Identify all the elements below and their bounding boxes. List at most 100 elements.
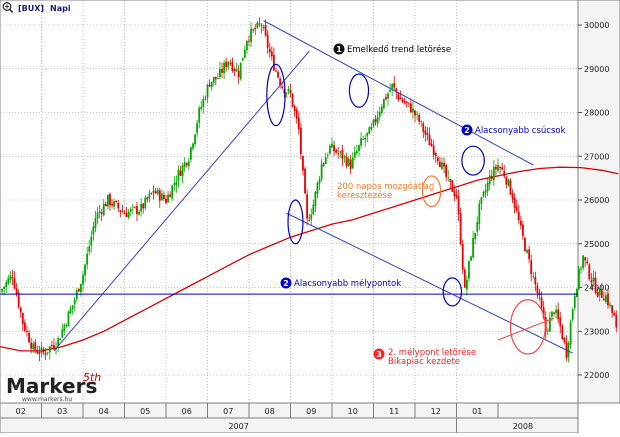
candle-body: [513, 197, 516, 208]
candle-body: [212, 77, 215, 83]
candle-body: [351, 157, 354, 169]
candle-body: [94, 218, 97, 229]
candle-body: [455, 194, 458, 198]
candle-body: [409, 103, 412, 113]
candle-body: [109, 194, 111, 206]
candle-body: [424, 130, 427, 135]
candle-body: [30, 342, 33, 349]
price-tick-label: 27000: [584, 152, 609, 161]
candle-body: [339, 151, 342, 153]
price-tick-label: 26000: [584, 196, 609, 205]
price-ticks: 30000 29000 28000 27000 26000 25000 24000 23000…: [578, 21, 609, 380]
month-tick-label: 09: [306, 407, 316, 416]
ticker-label: [BUX]: [18, 4, 44, 13]
candle-body: [221, 69, 223, 73]
candle-body: [596, 291, 599, 297]
candle-body: [578, 268, 580, 289]
candle-body: [341, 149, 344, 159]
candle-body: [488, 175, 491, 185]
annotation-badge: [373, 348, 385, 360]
candle-body: [9, 275, 12, 280]
candle-body: [465, 279, 468, 290]
annotation-text-line2: keresztezése: [337, 190, 392, 201]
candle-body: [289, 90, 292, 94]
candle-body: [34, 342, 37, 351]
candle-body: [594, 277, 597, 293]
candle-body: [522, 224, 524, 237]
candle-body: [505, 176, 508, 185]
candle-body: [326, 154, 329, 156]
candle-body: [382, 98, 385, 109]
candle-body: [492, 166, 495, 181]
candle-body: [71, 305, 74, 309]
candle-body: [21, 312, 24, 325]
candle-body: [24, 322, 26, 331]
annotation-badge-number: 1: [336, 45, 342, 54]
candle-body: [277, 71, 279, 78]
candle-body: [497, 164, 499, 171]
candle-body: [102, 204, 105, 216]
candle-body: [503, 171, 506, 177]
candle-body: [439, 161, 441, 168]
zoom-icon[interactable]: [2, 2, 14, 13]
candle-body: [80, 284, 82, 293]
candle-body: [318, 179, 321, 184]
candle-body: [7, 278, 10, 284]
candle-body: [53, 344, 55, 349]
annotation-text: 200 napos mozgóátlag: [337, 181, 434, 192]
candle-body: [534, 276, 537, 285]
candle-body: [559, 317, 562, 327]
candle-body: [142, 203, 145, 209]
candle-body: [358, 145, 360, 151]
candle-body: [299, 127, 302, 155]
candle-body: [36, 351, 39, 354]
candle-body: [393, 82, 396, 88]
candle-body: [432, 145, 435, 155]
candle-body: [173, 183, 176, 185]
candle-body: [366, 132, 369, 137]
month-ticks: 02 03 04 05 06 07 08 09 10 11 12 01 2007 2008: [16, 403, 533, 433]
candle-body: [229, 63, 232, 65]
candle-body: [200, 106, 203, 110]
candle-body: [360, 138, 362, 146]
month-tick-label: 11: [389, 407, 399, 416]
candle-body: [395, 88, 398, 93]
candle-body: [376, 116, 379, 124]
candle-body: [17, 292, 20, 307]
candle-body: [270, 51, 273, 57]
candle-body: [611, 305, 614, 313]
candle-body: [472, 237, 474, 258]
candle-body: [387, 93, 389, 99]
candle-body: [507, 179, 510, 186]
candle-body: [609, 304, 611, 307]
candle-body: [370, 126, 373, 130]
candle-body: [190, 147, 192, 160]
candle-body: [347, 158, 350, 166]
candle-body: [551, 311, 553, 317]
candle-body: [418, 114, 421, 122]
candle-body: [312, 204, 315, 215]
annotation-badge-number: 2: [464, 126, 470, 135]
candle-body: [165, 198, 167, 203]
candle-body: [133, 206, 136, 208]
month-tick-label: 05: [140, 407, 150, 416]
candle-body: [169, 194, 172, 197]
candle-body: [536, 285, 539, 294]
candle-body: [306, 194, 308, 219]
candle-body: [208, 84, 211, 87]
candle-body: [291, 93, 294, 107]
candle-body: [246, 40, 248, 51]
candle-body: [177, 169, 180, 181]
candle-body: [532, 275, 535, 277]
candle-body: [40, 347, 43, 353]
candle-body: [561, 325, 564, 340]
year-label: 2008: [513, 422, 533, 431]
price-tick-label: 22000: [584, 371, 609, 380]
markers-logo: Markers 5th www.markers.hu: [6, 371, 101, 403]
candle-body: [26, 331, 28, 332]
month-tick-label: 02: [16, 407, 26, 416]
month-tick-label: 01: [472, 407, 482, 416]
candle-body: [453, 190, 456, 197]
candle-body: [125, 213, 128, 217]
